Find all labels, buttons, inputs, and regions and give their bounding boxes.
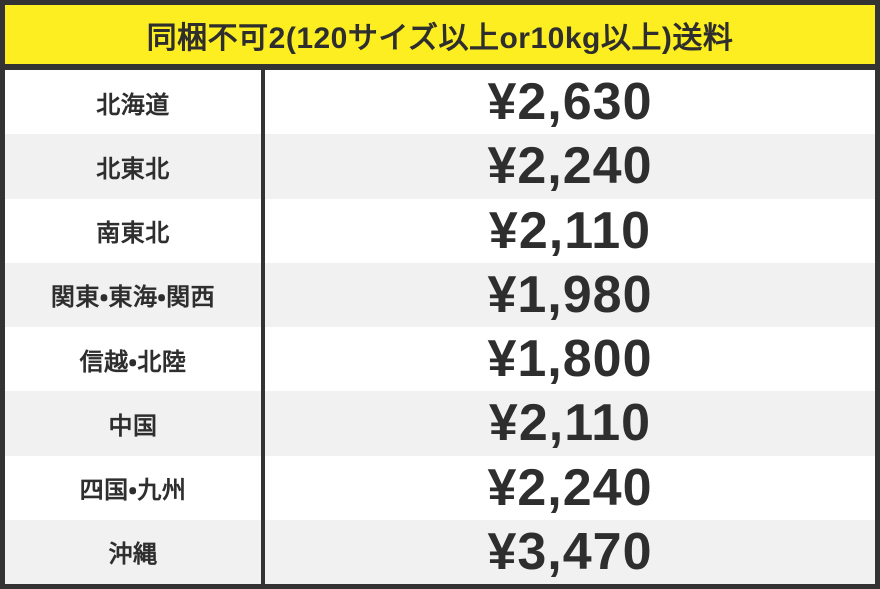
region-cell: 四国・九州 [79, 477, 187, 505]
region-cell: 北東北 [96, 155, 170, 183]
table-row: 関東・東海・関西 ¥1,980 [5, 262, 875, 327]
price-cell: ¥3,470 [261, 519, 875, 584]
price-cell: ¥1,800 [261, 327, 875, 392]
price-cell: ¥2,240 [261, 455, 875, 520]
table-row: 沖縄 ¥3,470 [5, 519, 875, 584]
price-cell: ¥2,110 [261, 198, 875, 263]
region-cell: 信越・北陸 [79, 348, 187, 376]
region-cell: 南東北 [96, 220, 170, 248]
region-cell: 関東・東海・関西 [50, 284, 216, 312]
table-row: 四国・九州 ¥2,240 [5, 455, 875, 520]
region-cell: 沖縄 [108, 541, 158, 569]
table-row: 北海道 ¥2,630 [5, 70, 875, 135]
region-cell: 北海道 [96, 91, 170, 119]
price-cell: ¥2,630 [261, 70, 875, 135]
table-title: 同梱不可2(120サイズ以上or10kg以上)送料 [146, 21, 734, 55]
fee-table-body: 北海道 ¥2,630 北東北 ¥2,240 南東北 ¥2,110 関東・東海・関… [5, 70, 875, 584]
price-cell: ¥2,240 [261, 134, 875, 199]
price-cell: ¥2,110 [261, 391, 875, 456]
table-row: 南東北 ¥2,110 [5, 198, 875, 263]
region-cell: 中国 [108, 412, 158, 440]
price-cell: ¥1,980 [261, 262, 875, 327]
table-row: 中国 ¥2,110 [5, 391, 875, 456]
table-row: 信越・北陸 ¥1,800 [5, 327, 875, 392]
table-row: 北東北 ¥2,240 [5, 134, 875, 199]
table-title-bar: 同梱不可2(120サイズ以上or10kg以上)送料 [5, 5, 875, 64]
